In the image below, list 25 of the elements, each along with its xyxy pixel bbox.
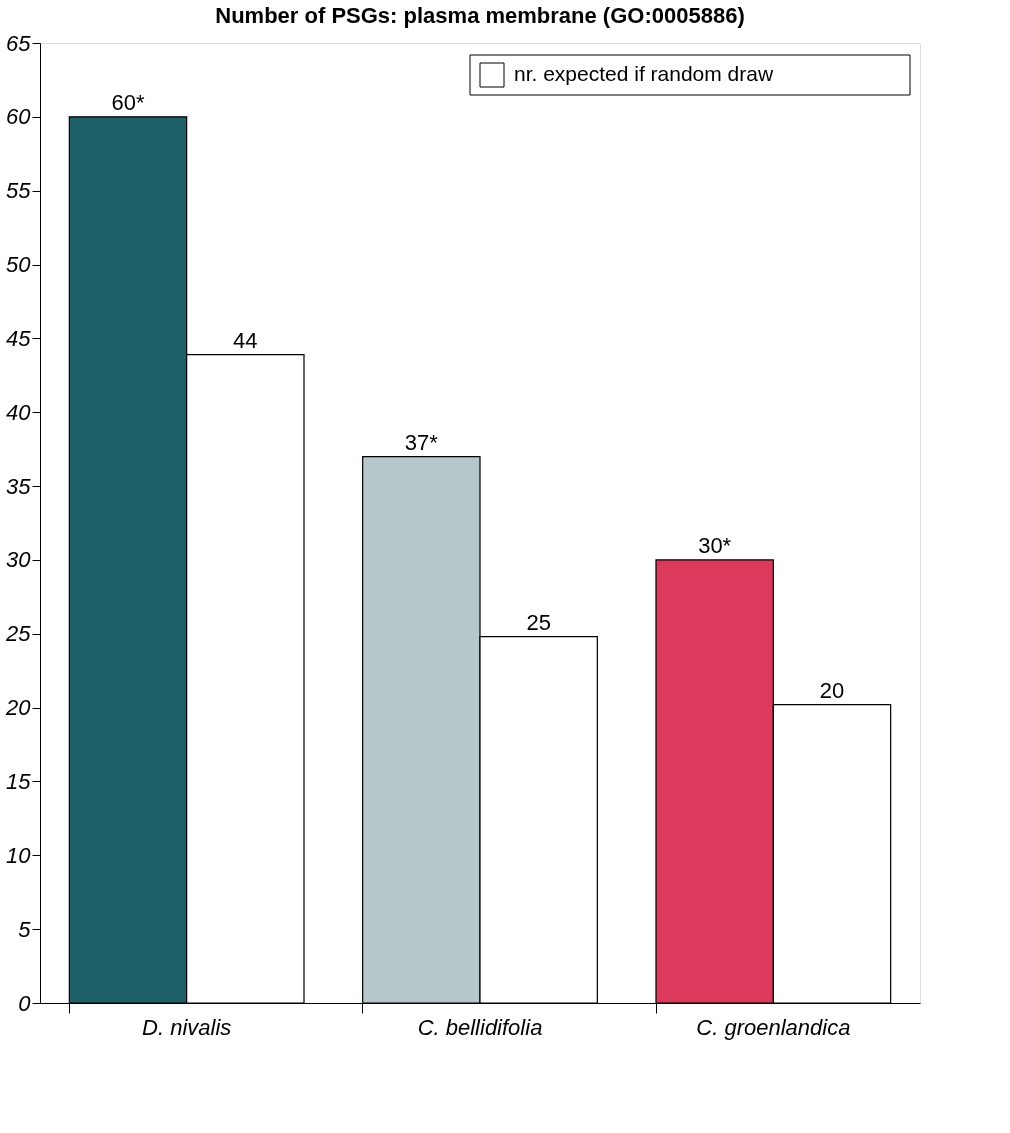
y-tick-label: 50 [6,252,32,278]
y-tick-label: 30 [6,547,32,573]
data-label: 60* [111,89,145,115]
x-tick-label: D. nivalis [142,1014,232,1040]
legend-label: nr. expected if random draw [514,62,774,85]
y-tick-label: 25 [5,621,32,647]
data-label: 25 [526,609,551,635]
y-tick-label: 45 [6,325,32,351]
y-tick-label: 35 [6,473,32,499]
y-tick-label: 40 [6,399,32,425]
data-label: 30* [698,532,732,558]
y-tick-label: 55 [6,178,32,204]
y-tick-label: 65 [6,30,32,56]
y-tick-label: 5 [18,916,32,942]
chart-title: Number of PSGs: plasma membrane (GO:0005886) [215,3,745,28]
y-tick-label: 0 [18,990,32,1016]
y-tick-label: 10 [6,842,32,868]
data-label: 20 [819,677,845,703]
y-tick-label: 15 [6,768,32,794]
data-label: 44 [233,327,258,353]
y-tick-label: 20 [5,695,32,721]
x-tick-label: C. groenlandica [696,1014,851,1040]
y-tick-label: 60 [6,104,32,130]
data-label: 37* [404,429,439,455]
x-tick-label: C. bellidifolia [417,1014,543,1040]
